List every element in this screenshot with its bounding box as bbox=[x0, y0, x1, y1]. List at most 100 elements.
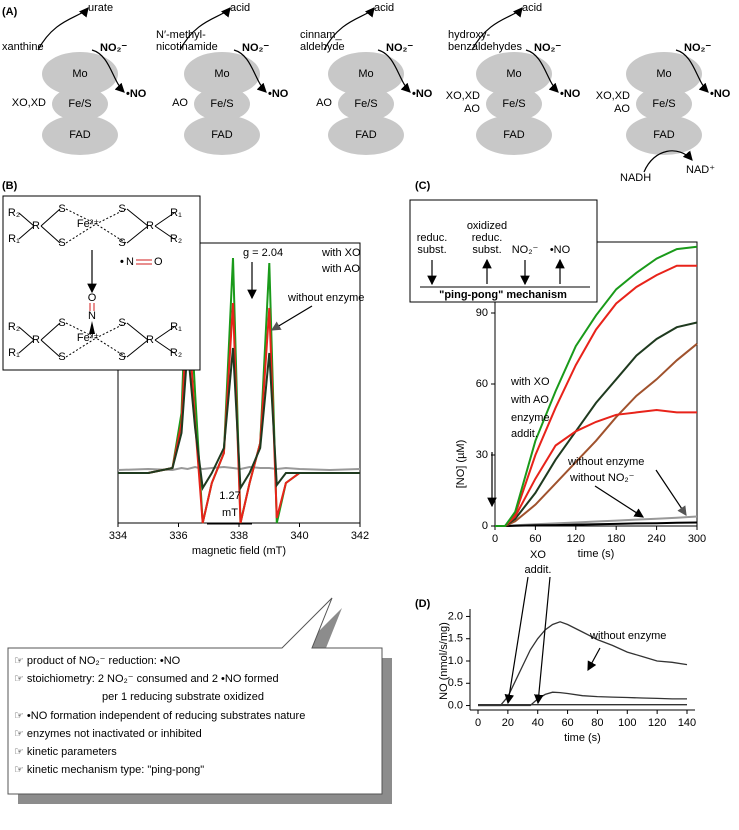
atom-label: R bbox=[146, 220, 154, 232]
atom-label: R₂ bbox=[8, 207, 20, 219]
annotation: with AO bbox=[510, 394, 549, 406]
x-tick-label: 342 bbox=[351, 530, 369, 542]
nitrite: NO₂⁻ bbox=[386, 42, 413, 54]
arrow bbox=[534, 576, 551, 705]
arrow bbox=[91, 49, 125, 93]
domain-label: Mo bbox=[358, 68, 373, 80]
x-tick-label: 140 bbox=[678, 717, 696, 729]
scheme-text: subst. bbox=[472, 244, 501, 256]
series-line bbox=[495, 343, 698, 527]
annotation: g = 2.04 bbox=[243, 247, 283, 259]
domain-label: Fe/S bbox=[652, 98, 675, 110]
x-tick-label: 60 bbox=[529, 533, 541, 545]
substrate: aldehyde bbox=[300, 41, 345, 53]
domain-shape bbox=[184, 52, 260, 96]
bond bbox=[18, 225, 35, 240]
enzyme-label: XO,XD bbox=[446, 90, 480, 102]
domain-shape bbox=[184, 115, 260, 155]
panel-label: (C) bbox=[415, 180, 431, 192]
summary-line: per 1 reducing substrate oxidized bbox=[102, 691, 264, 703]
domain-shape bbox=[42, 52, 118, 96]
domain-label: Mo bbox=[72, 68, 87, 80]
domain-label: Fe/S bbox=[354, 98, 377, 110]
scheme-text: subst. bbox=[417, 244, 446, 256]
x-tick-label: 60 bbox=[561, 717, 573, 729]
arrow bbox=[471, 7, 523, 51]
scheme-text: NO₂⁻ bbox=[512, 244, 539, 256]
x-axis-label: magnetic field (mT) bbox=[192, 545, 286, 557]
series-line bbox=[495, 521, 698, 527]
x-tick-label: 20 bbox=[502, 717, 514, 729]
cofactor: NAD⁺ bbox=[686, 164, 715, 176]
domain-label: Mo bbox=[506, 68, 521, 80]
summary-line: ☞ •NO formation independent of reducing … bbox=[14, 710, 305, 722]
summary-line: ☞ stoichiometry: 2 NO₂⁻ consumed and 2 •… bbox=[14, 673, 279, 685]
domain-label: FAD bbox=[211, 129, 232, 141]
domain-label: Mo bbox=[214, 68, 229, 80]
no-product: •NO bbox=[268, 88, 289, 100]
y-tick-label: 0 bbox=[482, 520, 488, 532]
bond bbox=[65, 322, 97, 339]
atom-label: R₂ bbox=[170, 347, 182, 359]
bond bbox=[65, 337, 97, 358]
bond bbox=[65, 223, 97, 244]
bond bbox=[18, 212, 35, 227]
domain-shape bbox=[338, 87, 394, 121]
scheme-text: reduc. bbox=[472, 232, 503, 244]
x-tick-label: 340 bbox=[290, 530, 308, 542]
enzyme-label: AO bbox=[614, 103, 630, 115]
domain-shape bbox=[52, 87, 108, 121]
series-line bbox=[495, 264, 697, 527]
bond bbox=[154, 212, 175, 227]
substrate: hydroxy- bbox=[448, 29, 491, 41]
bond bbox=[40, 322, 61, 341]
series-line bbox=[478, 691, 687, 707]
bond bbox=[126, 208, 149, 227]
bond bbox=[154, 326, 175, 341]
y-axis-label: [NO] (µM) bbox=[455, 440, 467, 489]
scheme-text: •NO bbox=[550, 244, 571, 256]
summary-line: ☞ kinetic mechanism type: "ping-pong" bbox=[14, 764, 204, 776]
bond bbox=[40, 339, 61, 358]
bond bbox=[89, 321, 95, 334]
domain-label: FAD bbox=[653, 129, 674, 141]
series-line bbox=[495, 245, 698, 527]
atom-label: S bbox=[58, 237, 65, 249]
nitrite: NO₂⁻ bbox=[684, 42, 711, 54]
y-tick-label: 90 bbox=[476, 307, 488, 319]
y-axis-label: NO (nmol/s/mg) bbox=[438, 622, 450, 700]
atom-label: Fe²⁺ bbox=[77, 332, 100, 344]
atom-label: R bbox=[32, 220, 40, 232]
summary-line: ☞ product of NO₂⁻ reduction: •NO bbox=[14, 655, 181, 667]
annotation: XO bbox=[530, 549, 546, 561]
nitrite: NO₂⁻ bbox=[100, 42, 127, 54]
substrate: xanthine bbox=[2, 41, 44, 53]
annotation: addit. bbox=[511, 428, 538, 440]
arrow bbox=[675, 49, 709, 93]
x-tick-label: 0 bbox=[475, 717, 481, 729]
x-tick-label: 240 bbox=[647, 533, 665, 545]
domain-label: Fe/S bbox=[210, 98, 233, 110]
atom-label: R bbox=[32, 334, 40, 346]
arrow bbox=[655, 469, 687, 516]
substrate: nicotinamide bbox=[156, 41, 218, 53]
x-tick-label: 300 bbox=[688, 533, 706, 545]
no-product: •NO bbox=[560, 88, 581, 100]
atom-label: R₁ bbox=[8, 233, 20, 245]
bond bbox=[40, 225, 61, 244]
annotation: enzyme bbox=[511, 412, 550, 424]
arrow bbox=[525, 49, 559, 93]
enzyme-label: AO bbox=[464, 103, 480, 115]
y-tick-label: 1.0 bbox=[448, 655, 463, 667]
summary-line: ☞ kinetic parameters bbox=[14, 746, 117, 758]
scheme-text: reduc. bbox=[417, 232, 448, 244]
domain-label: FAD bbox=[503, 129, 524, 141]
product: acid bbox=[522, 2, 542, 14]
domain-shape bbox=[486, 87, 542, 121]
atom-label: S bbox=[118, 317, 125, 329]
x-axis-label: time (s) bbox=[578, 548, 615, 560]
arrow bbox=[37, 7, 89, 51]
product: acid bbox=[230, 2, 250, 14]
atom-label: O bbox=[154, 256, 163, 268]
cofactor: NADH bbox=[620, 172, 651, 184]
